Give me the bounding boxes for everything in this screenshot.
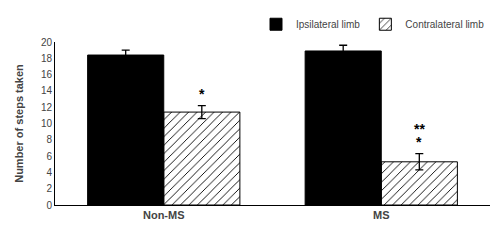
svg-text:0: 0 <box>46 200 52 211</box>
svg-text:MS: MS <box>373 209 390 221</box>
svg-text:Contralateral limb: Contralateral limb <box>405 19 484 30</box>
svg-text:16: 16 <box>41 69 53 80</box>
svg-text:2: 2 <box>46 183 52 194</box>
svg-text:20: 20 <box>41 37 53 48</box>
svg-text:Ipsilateral limb: Ipsilateral limb <box>296 19 360 30</box>
svg-text:**: ** <box>414 121 425 137</box>
svg-text:4: 4 <box>46 167 52 178</box>
svg-text:12: 12 <box>41 102 53 113</box>
svg-text:10: 10 <box>41 118 53 129</box>
svg-text:Number of steps taken: Number of steps taken <box>13 64 25 183</box>
svg-text:18: 18 <box>41 53 53 64</box>
svg-text:6: 6 <box>46 151 52 162</box>
svg-text:8: 8 <box>46 134 52 145</box>
svg-text:*: * <box>416 134 422 150</box>
svg-text:14: 14 <box>41 85 53 96</box>
svg-text:Non-MS: Non-MS <box>143 209 185 221</box>
svg-text:*: * <box>199 86 205 102</box>
